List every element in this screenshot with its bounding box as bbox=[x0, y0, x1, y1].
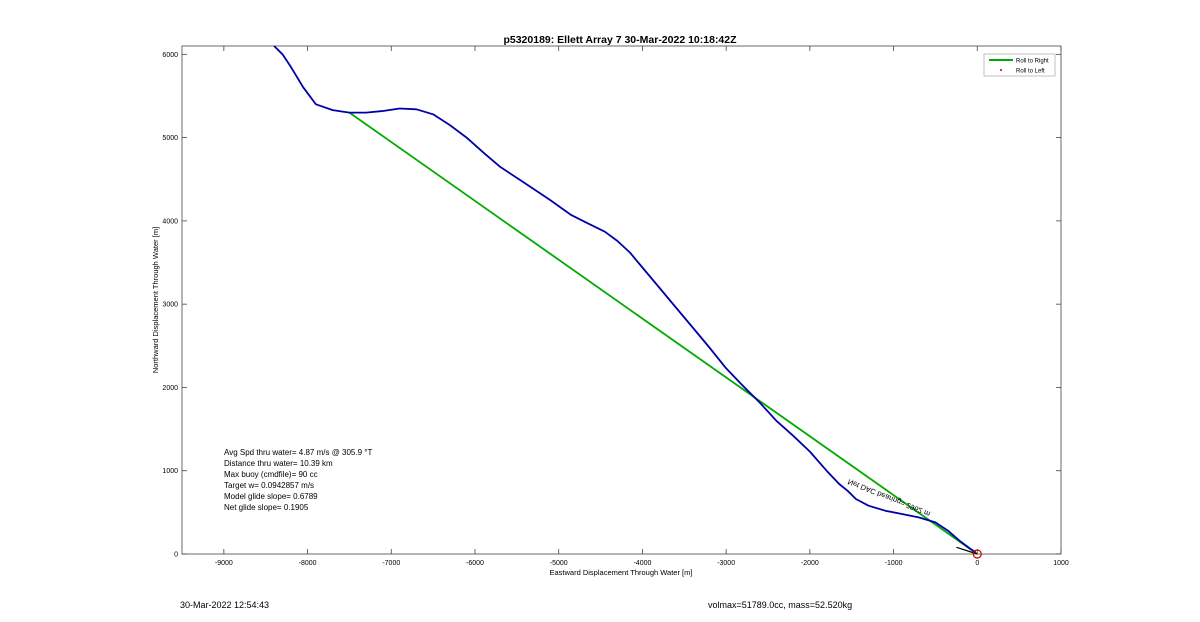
series-line-1 bbox=[348, 111, 978, 555]
x-axis-label: Eastward Displacement Through Water [m] bbox=[550, 568, 693, 577]
plot-area bbox=[181, 45, 1062, 555]
legend-label-roll-right: Roll to Right bbox=[1016, 59, 1049, 65]
y-tick-label: 6000 bbox=[162, 52, 178, 59]
legend-label-roll-left: Roll to Left bbox=[1016, 69, 1045, 75]
series-line-0 bbox=[273, 45, 977, 554]
x-tick-label: -6000 bbox=[466, 560, 484, 567]
x-tick-label: 0 bbox=[975, 560, 979, 567]
legend: Roll to Right Roll to Left bbox=[983, 53, 1056, 77]
y-tick-label: 4000 bbox=[162, 218, 178, 225]
x-tick-label: -9000 bbox=[215, 560, 233, 567]
x-tick-label: -8000 bbox=[299, 560, 317, 567]
stats-annotation: Distance thru water= 10.39 km bbox=[224, 459, 333, 468]
x-tick-label: -7000 bbox=[382, 560, 400, 567]
stats-annotation: Net glide slope= 0.1905 bbox=[224, 503, 309, 512]
end-marker bbox=[972, 549, 982, 559]
footer-timestamp: 30-Mar-2022 12:54:43 bbox=[180, 600, 270, 610]
x-tick-label: -5000 bbox=[550, 560, 568, 567]
stats-annotation: Model glide slope= 0.6789 bbox=[224, 492, 318, 501]
y-tick-label: 5000 bbox=[162, 135, 178, 142]
x-tick-label: -4000 bbox=[633, 560, 651, 567]
x-tick-label: 1000 bbox=[1053, 560, 1069, 567]
y-tick-label: 1000 bbox=[162, 468, 178, 475]
stats-annotation: Target w= 0.0942857 m/s bbox=[224, 481, 314, 490]
footer-vol-mass: volmax=51789.0cc, mass=52.520kg bbox=[708, 600, 853, 610]
y-axis-label: Northward Displacement Through Water [m] bbox=[151, 227, 160, 373]
legend-swatch-roll-left bbox=[1000, 69, 1002, 71]
stats-annotation: Avg Spd thru water= 4.87 m/s @ 305.9 °T bbox=[224, 448, 372, 457]
y-tick-label: 3000 bbox=[162, 302, 178, 309]
stats-annotation: Max buoy (cmdfile)= 90 cc bbox=[224, 470, 318, 479]
x-tick-label: -1000 bbox=[885, 560, 903, 567]
y-tick-label: 0 bbox=[174, 552, 178, 559]
x-tick-label: -3000 bbox=[717, 560, 735, 567]
y-tick-label: 2000 bbox=[162, 385, 178, 392]
x-tick-label: -2000 bbox=[801, 560, 819, 567]
chart-title: p5320189: Ellett Array 7 30-Mar-2022 10:… bbox=[503, 34, 737, 46]
